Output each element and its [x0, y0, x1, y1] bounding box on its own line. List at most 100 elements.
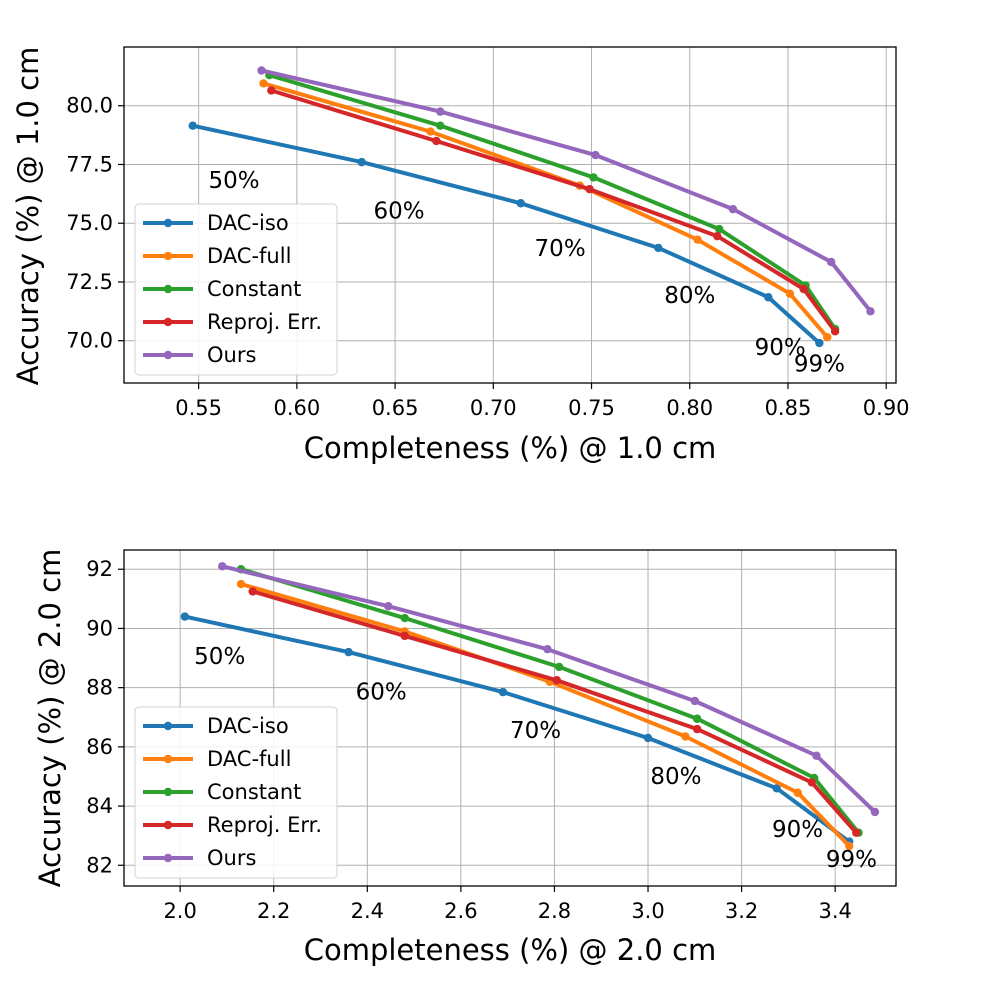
chart-1-xtick-label: 0.80: [666, 396, 713, 420]
chart-1-legend-constant-label: Constant: [207, 277, 301, 301]
chart-1-x-axis-label: Completeness (%) @ 1.0 cm: [304, 431, 717, 465]
chart-1-legend-ours-marker: [163, 350, 173, 360]
chart-2-series-reproj-err-point: [400, 631, 409, 641]
chart-1-series-reproj-err-point: [830, 327, 840, 336]
chart-1-xtick-label: 0.75: [568, 396, 615, 420]
chart-1-series-dac-iso-point: [764, 293, 773, 302]
chart-1-series-dac-iso-point: [654, 243, 663, 253]
chart-2-xtick-label: 3.2: [725, 899, 758, 923]
chart-1-series-dac-iso-point: [357, 157, 366, 167]
chart-2-y-axis-label: Accuracy (%) @ 2.0 cm: [33, 549, 67, 888]
chart-1-ytick-label: 72.5: [66, 270, 113, 294]
chart-2-series-ours-point: [384, 602, 393, 611]
chart-1-series-constant-line: [267, 73, 838, 331]
chart-2-xticks: 2.0 2.2 2.4 2.6 2.8 3.0 3.2 3.4: [163, 886, 852, 923]
chart-2-annotation-80: 80%: [650, 764, 701, 790]
chart-2-series-dac-iso-point: [498, 687, 508, 697]
chart-2-series-ours-point: [690, 696, 700, 706]
chart-1-series-ours-point: [436, 107, 445, 116]
chart-2-series-reproj-err-line: [250, 589, 859, 835]
chart-2-series: [180, 562, 880, 851]
chart-1-xtick-label: 0.60: [273, 396, 320, 420]
chart-2-series-dac-iso-point: [344, 647, 353, 657]
chart-2-legend-dac-full-marker: [163, 754, 173, 764]
chart-2-ytick-label: 82: [86, 853, 113, 877]
chart-2-xtick-label: 2.4: [351, 899, 384, 923]
chart-1-ytick-label: 70.0: [66, 329, 113, 353]
chart-2-ytick-label: 92: [86, 557, 113, 581]
chart-1-series-reproj-err-point: [267, 86, 276, 95]
chart-2-xtick-label: 2.2: [257, 899, 290, 923]
chart-2-series-constant-point: [400, 613, 409, 623]
chart-1-series-ours-point: [591, 150, 600, 160]
chart-2-series-dac-full-point: [793, 788, 802, 797]
chart-2-ytick-label: 88: [86, 676, 113, 700]
chart-1-annotations: 50% 60% 70% 80% 90%99%: [208, 168, 845, 377]
chart-1-xtick-label: 0.70: [470, 396, 517, 420]
chart-1-y-axis-label: Accuracy (%) @ 1.0 cm: [11, 47, 45, 386]
chart-2-xtick-label: 2.8: [538, 899, 571, 923]
chart-2-legend-reproj-err-label: Reproj. Err.: [207, 813, 322, 837]
chart-1-series: [188, 66, 875, 348]
chart-1-series-reproj-err-point: [432, 136, 441, 146]
chart-1-xticks: 0.55 0.60 0.65 0.70 0.75 0.80 0.85 0.90: [175, 383, 910, 420]
chart-1-series-dac-iso-line: [190, 123, 822, 346]
chart-1-annotation-60: 60%: [373, 199, 424, 225]
chart-2-xtick-label: 3.4: [818, 899, 851, 923]
chart-2-series-dac-full-point: [236, 579, 246, 589]
chart-1-series-dac-iso-point: [188, 121, 197, 130]
chart-2: 50% 60% 70% 80% 90%99% 2.0 2.2 2.4 2.6 2.8 3.0 3.2…: [33, 549, 897, 967]
chart-1-series-dac-iso-point: [815, 338, 824, 348]
chart-1-series-dac-full-point: [785, 289, 795, 298]
chart-1-series-dac-full-point: [823, 332, 832, 342]
chart-2-plot-frame: [123, 549, 897, 887]
chart-1-annotation-80: 80%: [664, 283, 715, 309]
chart-2-ytick-label: 90: [86, 616, 113, 640]
chart-1-legend-reproj-err-marker: [163, 317, 173, 327]
chart-1-xtick-label: 0.55: [175, 396, 222, 420]
chart-1-series-ours-point: [257, 66, 266, 75]
chart-2-annotation-60: 60%: [356, 679, 407, 705]
chart-2-series-reproj-err-point: [852, 828, 861, 837]
chart-2-series-ours-point: [543, 644, 552, 654]
chart-1-series-constant-point: [436, 121, 445, 130]
chart-2-frame: [123, 549, 897, 887]
chart-1-annotation-70: 70%: [535, 236, 586, 262]
chart-2-legend-dac-iso-marker: [163, 721, 173, 731]
chart-1-annotation-99: 99%: [794, 351, 845, 377]
chart-2-xtick-label: 2.0: [163, 899, 196, 923]
chart-2-x-axis-label: Completeness (%) @ 2.0 cm: [304, 933, 717, 967]
chart-2-series-reproj-err-point: [248, 587, 257, 596]
chart-2-legend: DAC-iso DAC-full Constant Reproj. Err. Ours: [134, 706, 338, 879]
chart-1-annotation-90: 90%: [755, 335, 806, 361]
chart-1-plot-frame: [123, 46, 897, 384]
chart-1-legend-dac-iso-marker: [163, 218, 173, 228]
chart-1-series-dac-full-point: [259, 79, 268, 88]
chart-2-annotation-50: 50%: [194, 644, 245, 670]
chart-1-series-reproj-err-line: [269, 88, 838, 334]
chart-2-xtick-label: 2.6: [444, 899, 477, 923]
chart-1-legend-constant-marker: [163, 284, 173, 294]
chart-2-yticks: 82 84 86 88 90 92: [86, 557, 124, 877]
chart-2-series-ours-point: [812, 751, 821, 760]
chart-1-series-reproj-err-point: [713, 231, 722, 241]
chart-1-xtick-label: 0.65: [372, 396, 419, 420]
chart-2-ytick-label: 86: [86, 735, 113, 759]
chart-2-annotation-70: 70%: [510, 718, 561, 744]
chart-1-series-dac-full-point: [693, 235, 702, 244]
chart-1-frame: [123, 46, 897, 384]
chart-2-series-dac-iso-point: [643, 733, 653, 743]
chart-1-series-constant-point: [589, 173, 598, 182]
chart-1: 50%60%70%80%90%99% 0.55 0.60 0.65 0.70 0.75 0…: [11, 46, 910, 465]
chart-2-series-dac-iso-line: [182, 614, 852, 844]
chart-2-series-constant-point: [692, 714, 702, 723]
chart-1-legend-reproj-err-label: Reproj. Err.: [207, 310, 322, 334]
chart-1-ytick-label: 80.0: [66, 94, 113, 118]
chart-2-series-ours-point: [218, 562, 227, 571]
chart-1-series-ours-line: [259, 68, 873, 314]
chart-2-legend-dac-full-label: DAC-full: [207, 747, 291, 771]
chart-1-series-constant-point: [715, 224, 724, 234]
chart-2-series-dac-iso-point: [180, 612, 190, 621]
chart-1-series-ours-point: [826, 257, 836, 267]
